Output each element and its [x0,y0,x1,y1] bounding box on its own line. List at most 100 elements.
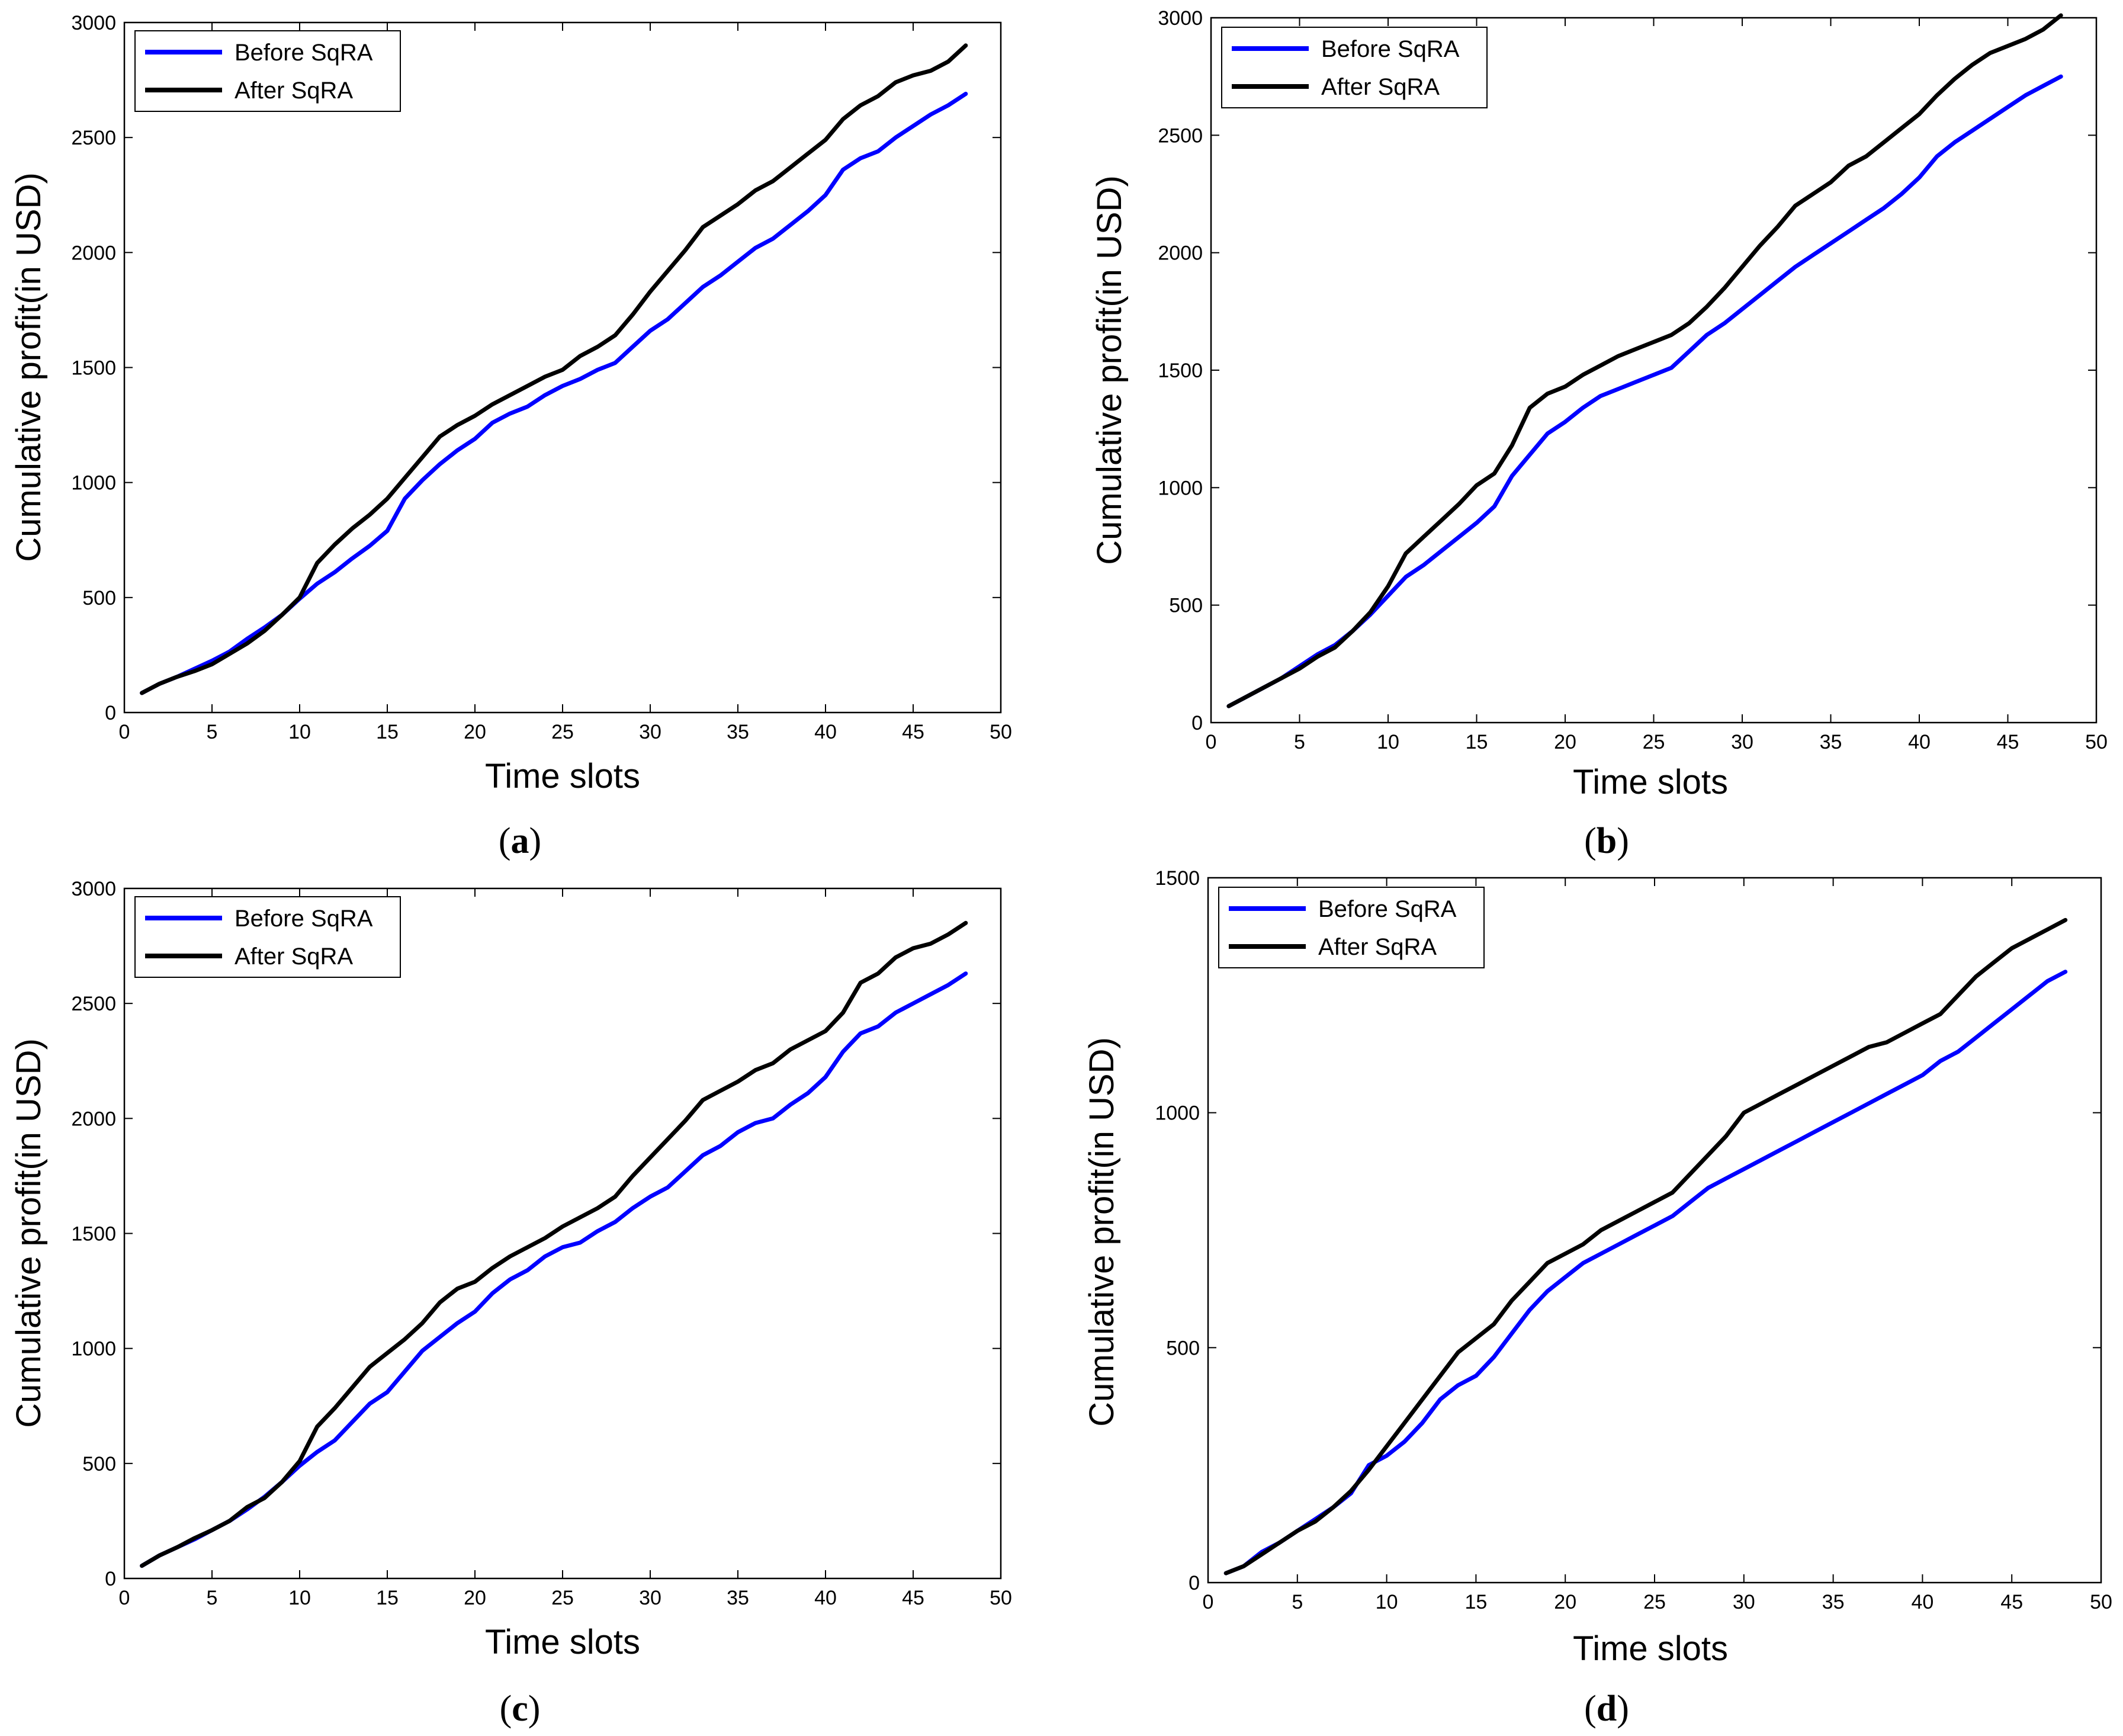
legend-label-before: Before SqRA [235,906,373,932]
caption-close-paren: ) [1617,1689,1629,1729]
panel-caption: (a) [499,821,541,861]
y-axis-label: Cumulative profit(in USD) [1083,1037,1121,1427]
y-tick-label: 500 [82,1453,116,1475]
y-tick-label: 2500 [71,993,116,1015]
x-tick-label: 0 [119,721,130,743]
x-tick-label: 5 [1292,1591,1303,1613]
y-tick-label: 500 [1169,595,1203,617]
y-tick-label: 1000 [71,1338,116,1360]
x-tick-label: 40 [814,721,837,743]
y-tick-label: 0 [105,1568,116,1590]
y-tick-label: 1500 [71,357,116,380]
series-lines [140,920,968,1568]
legend-box [1221,27,1488,108]
y-tick-label: 0 [105,702,116,724]
x-tick-label: 15 [376,721,399,743]
y-tick-label: 500 [82,587,116,609]
ticks: 0 5 10 15 20 25 30 35 40 45 5005001000150020002500… [71,12,1012,743]
x-tick-label: 5 [1294,731,1305,753]
legend-label-after: After SqRA [235,944,353,970]
x-tick-label: 40 [814,1587,837,1609]
caption-letter: b [1597,821,1617,861]
x-tick-label: 50 [2085,731,2108,753]
caption-open-paren: ( [1584,821,1597,861]
x-tick-label: 25 [551,1587,574,1609]
x-tick-label: 10 [1377,731,1399,753]
legend-label-before: Before SqRA [1318,896,1457,922]
x-tick-label: 5 [207,1587,218,1609]
y-tick-label: 1500 [71,1223,116,1246]
legend-label-after: After SqRA [1321,74,1440,100]
legend-box [1218,887,1485,968]
x-tick-label: 45 [2000,1591,2023,1613]
x-tick-label: 45 [1997,731,2019,753]
series-lines [1223,917,2068,1575]
caption-letter: d [1597,1689,1617,1729]
legend-box [134,896,401,978]
y-tick-label: 1000 [1158,477,1203,499]
x-tick-label: 30 [1731,731,1753,753]
x-tick-label: 25 [1643,1591,1666,1613]
caption-close-paren: ) [528,1689,541,1729]
series-line-after-sqra [140,920,968,1568]
x-tick-label: 35 [1820,731,1842,753]
y-tick-label: 0 [1191,712,1203,734]
legend-label-after: After SqRA [235,78,353,104]
y-tick-label: 2000 [71,1108,116,1130]
caption-letter: c [512,1689,528,1729]
y-tick-label: 3000 [71,878,116,900]
x-tick-label: 30 [639,721,661,743]
y-axis-label: Cumulative profit(in USD) [9,172,48,562]
x-tick-label: 45 [902,721,924,743]
panel-b: 0 5 10 15 20 25 30 35 40 45 5005001000150020002500… [1090,7,2108,861]
x-tick-label: 50 [2090,1591,2112,1613]
x-tick-label: 10 [288,1587,311,1609]
x-tick-label: 40 [1911,1591,1933,1613]
caption-close-paren: ) [529,821,542,861]
y-tick-label: 1500 [1158,360,1203,382]
x-tick-label: 30 [639,1587,661,1609]
y-tick-label: 1000 [1155,1102,1200,1125]
legend: Before SqRA After SqRA [1218,887,1485,968]
x-axis-label: Time slots [1573,1629,1728,1668]
legend-label-after: After SqRA [1318,934,1437,960]
caption-close-paren: ) [1617,821,1629,861]
y-tick-label: 2000 [71,242,116,264]
y-tick-label: 2000 [1158,242,1203,265]
caption-letter: a [511,821,529,861]
x-tick-label: 20 [1554,731,1576,753]
legend: Before SqRA After SqRA [134,30,401,112]
x-tick-label: 30 [1733,1591,1755,1613]
caption-open-paren: ( [500,1689,512,1729]
y-axis-label: Cumulative profit(in USD) [9,1038,48,1428]
x-tick-label: 35 [1822,1591,1845,1613]
panel-c: 0 5 10 15 20 25 30 35 40 45 5005001000150020002500… [9,878,1012,1729]
series-lines [1226,13,2063,708]
series-line-before-sqra [1223,970,2068,1575]
x-tick-label: 25 [1643,731,1665,753]
y-tick-label: 1500 [1155,867,1200,890]
y-tick-label: 3000 [1158,7,1203,30]
y-tick-label: 2500 [71,127,116,149]
y-tick-label: 3000 [71,12,116,34]
y-tick-label: 0 [1189,1572,1200,1594]
panel-a: 0 5 10 15 20 25 30 35 40 45 5005001000150020002500… [9,12,1012,861]
x-tick-label: 15 [376,1587,399,1609]
y-tick-label: 500 [1166,1337,1200,1359]
series-line-after-sqra [140,43,968,695]
panel-caption: (c) [500,1689,541,1729]
legend-label-before: Before SqRA [1321,36,1460,62]
x-tick-label: 50 [990,721,1012,743]
caption-open-paren: ( [1584,1689,1597,1729]
x-axis-label: Time slots [485,1623,640,1661]
ticks: 0 5 10 15 20 25 30 35 40 45 5005001000150020002500… [71,878,1012,1609]
plot-area [123,887,1002,1580]
series-line-after-sqra [1226,13,2063,708]
x-tick-label: 15 [1464,1591,1487,1613]
legend-label-before: Before SqRA [235,40,373,66]
x-axis-label: Time slots [485,757,640,795]
x-tick-label: 10 [288,721,311,743]
y-tick-label: 2500 [1158,124,1203,147]
